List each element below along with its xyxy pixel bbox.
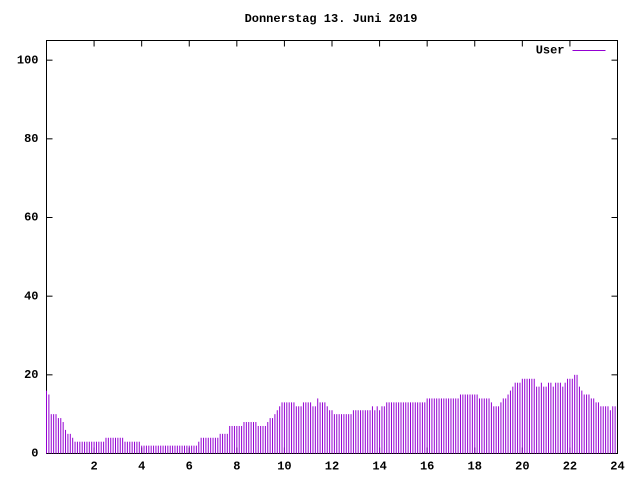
y-tick-label: 100 [17, 53, 39, 67]
x-tick-label: 6 [186, 460, 193, 474]
y-tick-label: 60 [24, 211, 38, 225]
y-tick-label: 40 [24, 289, 38, 303]
y-tick-label: 0 [31, 447, 38, 461]
y-tick-label: 20 [24, 368, 38, 382]
x-tick-label: 4 [138, 460, 145, 474]
x-tick-label: 18 [468, 460, 482, 474]
y-tick-label: 80 [24, 132, 38, 146]
x-tick-label: 2 [90, 460, 97, 474]
x-tick-label: 12 [325, 460, 339, 474]
x-tick-label: 22 [563, 460, 577, 474]
x-tick-label: 10 [277, 460, 291, 474]
x-tick-label: 24 [610, 460, 624, 474]
chart-title: Donnerstag 13. Juni 2019 [245, 12, 418, 26]
x-tick-label: 16 [420, 460, 434, 474]
x-tick-label: 20 [515, 460, 529, 474]
x-tick-label: 8 [233, 460, 240, 474]
x-tick-label: 14 [372, 460, 386, 474]
legend-label: User [536, 44, 565, 58]
